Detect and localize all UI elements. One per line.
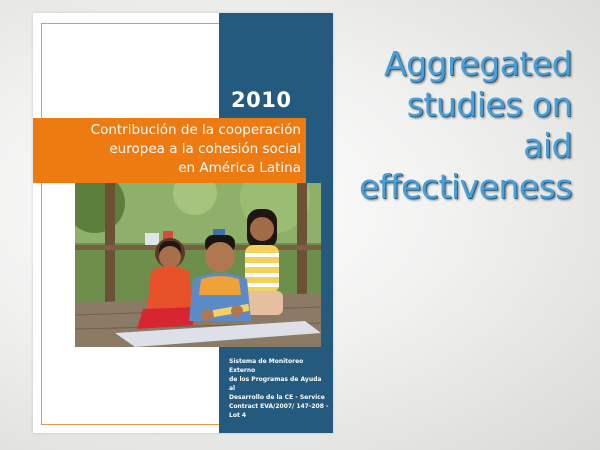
cover-caption-line: Contract EVA/2007/ 147-208 - [229,403,329,410]
cover-title-line: Contribución de la cooperación [90,122,301,138]
cover-title: Contribución de la cooperación europea a… [35,121,301,178]
cover-title-line: europea a la cohesión social [109,141,301,157]
cover-caption: Sistema de Monitoreo Externo de los Prog… [229,357,329,420]
cover-caption-line: de los Programas de Ayuda al [229,376,322,392]
headline-line: aid [523,126,572,165]
children-photo [75,183,321,347]
cover-year: 2010 [231,88,292,112]
report-cover: 2010 Contribución de la cooperación euro… [33,13,333,433]
cover-title-bar [33,118,306,183]
headline-line: studies on [406,85,573,124]
cover-caption-line: Sistema de Monitoreo Externo [229,358,304,374]
children-photo-illustration [75,183,321,347]
cover-caption-line: Desarrollo de la CE - Service [229,394,325,401]
cover-caption-line: Lot 4 [229,412,247,419]
headline-line: Aggregated [384,44,572,83]
headline-line: effectiveness [358,167,573,206]
slide-headline: Aggregated studies on aid effectiveness [344,43,573,207]
cover-title-line: en América Latina [178,160,301,176]
